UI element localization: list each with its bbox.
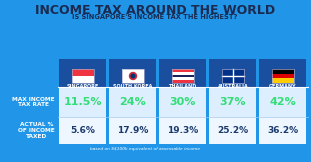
Bar bbox=[272, 69, 294, 83]
Bar bbox=[172, 69, 194, 83]
Text: 36.2%: 36.2% bbox=[267, 126, 299, 135]
Bar bbox=[210, 117, 257, 144]
Text: 19.3%: 19.3% bbox=[167, 126, 199, 135]
Bar bbox=[72, 76, 94, 83]
Text: THAILAND: THAILAND bbox=[169, 84, 197, 89]
Text: 11.5%: 11.5% bbox=[64, 97, 102, 107]
Bar bbox=[272, 74, 294, 78]
Bar bbox=[72, 69, 94, 83]
Bar bbox=[222, 69, 244, 83]
Bar bbox=[109, 59, 156, 87]
Bar bbox=[160, 59, 207, 87]
Bar bbox=[172, 77, 194, 80]
Text: SOUTH KOREA: SOUTH KOREA bbox=[113, 84, 153, 89]
Bar bbox=[109, 117, 156, 144]
Circle shape bbox=[129, 73, 137, 80]
Bar bbox=[259, 87, 307, 117]
Bar bbox=[72, 69, 94, 76]
Bar bbox=[59, 117, 106, 144]
Bar bbox=[160, 117, 207, 144]
Bar bbox=[272, 78, 294, 83]
Text: IS SINGAPORE'S INCOME TAX THE HIGHEST?: IS SINGAPORE'S INCOME TAX THE HIGHEST? bbox=[72, 14, 238, 20]
Circle shape bbox=[131, 74, 135, 78]
Text: ACTUAL %
OF INCOME
TAXED: ACTUAL % OF INCOME TAXED bbox=[18, 122, 55, 139]
Bar bbox=[172, 80, 194, 83]
Bar bbox=[259, 117, 307, 144]
Text: 5.6%: 5.6% bbox=[71, 126, 95, 135]
Bar bbox=[210, 59, 257, 87]
Text: 42%: 42% bbox=[270, 97, 296, 107]
Text: INCOME TAX AROUND THE WORLD: INCOME TAX AROUND THE WORLD bbox=[35, 4, 275, 17]
Bar bbox=[172, 72, 194, 75]
Text: 37%: 37% bbox=[220, 97, 246, 107]
Bar bbox=[272, 69, 294, 74]
Text: 24%: 24% bbox=[120, 97, 146, 107]
Text: SINGAPORE: SINGAPORE bbox=[67, 84, 99, 89]
Text: GERMANY: GERMANY bbox=[269, 84, 297, 89]
Text: based on S$100k equivalent of assessable income: based on S$100k equivalent of assessable… bbox=[90, 147, 200, 151]
Text: MAX INCOME
TAX RATE: MAX INCOME TAX RATE bbox=[12, 97, 55, 107]
Text: AUSTRALIA: AUSTRALIA bbox=[218, 84, 248, 89]
Bar bbox=[160, 87, 207, 117]
Bar bbox=[172, 75, 194, 77]
Bar bbox=[122, 69, 144, 83]
Bar bbox=[172, 69, 194, 72]
Text: 30%: 30% bbox=[170, 97, 196, 107]
Bar bbox=[109, 87, 156, 117]
Bar bbox=[59, 87, 106, 117]
Bar bbox=[210, 87, 257, 117]
Text: 25.2%: 25.2% bbox=[217, 126, 248, 135]
Bar bbox=[59, 59, 106, 87]
Bar bbox=[122, 69, 144, 83]
Bar bbox=[222, 69, 244, 83]
Bar bbox=[259, 59, 307, 87]
Text: 17.9%: 17.9% bbox=[117, 126, 149, 135]
